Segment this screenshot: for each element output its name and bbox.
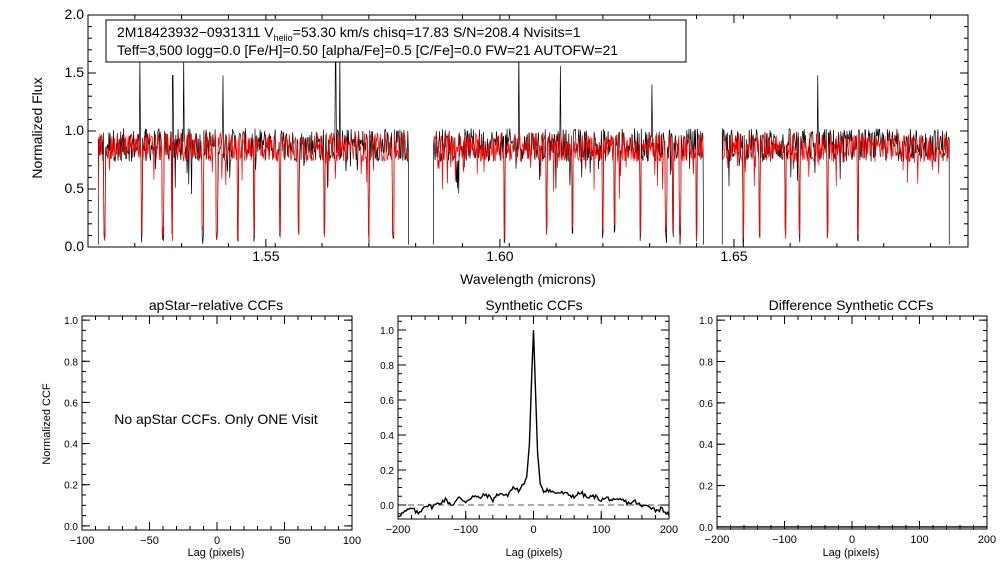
spectrum-panel: 1.55 1.60 1.65 0.0 0.5 1.0 1.5 2.0 Wavelength (… <box>29 6 969 287</box>
spectrum-ytick-label: 1.5 <box>65 64 85 80</box>
apstar-ytick-label: 0.2 <box>64 481 78 492</box>
synthetic-plot-area <box>397 329 670 518</box>
apstar-ccf-panel: apStar−relative CCFs −100 −50 0 50 100 0.0 0.2… <box>41 297 361 559</box>
synthetic-ytick-label: 0.6 <box>380 396 394 407</box>
info-line-1: 2M18423932−0931311 Vhelio=53.30 km/s chi… <box>117 24 581 43</box>
spectrum-ytick-label: 0.0 <box>65 238 85 254</box>
model-spectrum-line <box>721 132 950 240</box>
difference-ytick-label: 0.2 <box>699 482 713 493</box>
difference-x-axis-label: Lag (pixels) <box>823 547 880 559</box>
apstar-xtick-label: −100 <box>70 535 95 547</box>
info-fit-stats: =53.30 km/s chisq=17.83 S/N=208.4 Nvisit… <box>293 24 581 40</box>
difference-ytick-label: 0.6 <box>699 399 713 410</box>
apstar-no-data-message: No apStar CCFs. Only ONE Visit <box>114 411 318 427</box>
synthetic-axes: −200 −100 0 100 200 0.0 0.2 0.4 0.6 0.8 1.0 <box>380 316 678 536</box>
info-star-id: 2M18423932−0931311 <box>117 24 261 40</box>
synthetic-ytick-label: 0.4 <box>380 431 394 442</box>
apstar-ytick-label: 0.4 <box>64 440 78 451</box>
apstar-title: apStar−relative CCFs <box>149 297 283 313</box>
spectrum-plot-area <box>97 48 950 245</box>
apstar-xtick-label: 100 <box>343 535 361 547</box>
info-vhelio-subscript: helio <box>274 33 293 43</box>
spectrum-xtick-label: 1.55 <box>252 248 279 264</box>
difference-xtick-label: 200 <box>978 534 996 546</box>
spectrum-x-axis-label: Wavelength (microns) <box>460 271 596 287</box>
difference-xtick-label: −200 <box>705 534 730 546</box>
spectrum-ytick-label: 0.5 <box>65 180 85 196</box>
synthetic-ccf-panel: Synthetic CCFs −200 −100 0 100 200 0.0 0.2 0.4 0… <box>380 297 678 559</box>
apstar-ytick-label: 0.6 <box>64 398 78 409</box>
spectrum-xtick-label: 1.60 <box>486 248 513 264</box>
spectrum-xtick-label: 1.65 <box>720 248 747 264</box>
difference-xtick-label: 0 <box>849 534 855 546</box>
synthetic-xtick-label: 0 <box>530 524 536 536</box>
info-line-2: Teff=3,500 logg=0.0 [Fe/H]=0.50 [alpha/F… <box>117 42 618 58</box>
difference-title: Difference Synthetic CCFs <box>769 297 934 313</box>
difference-ytick-label: 0.4 <box>699 440 713 451</box>
synthetic-xtick-label: 200 <box>660 524 678 536</box>
synthetic-ytick-label: 1.0 <box>380 326 394 337</box>
spectrum-axes: 1.55 1.60 1.65 0.0 0.5 1.0 1.5 2.0 <box>65 6 968 264</box>
synthetic-ytick-label: 0.8 <box>380 361 394 372</box>
apstar-ytick-label: 0.8 <box>64 357 78 368</box>
spectrum-info-box: 2M18423932−0931311 Vhelio=53.30 km/s chi… <box>105 19 687 63</box>
spectrum-ytick-label: 1.0 <box>65 122 85 138</box>
apstar-x-axis-label: Lag (pixels) <box>188 547 245 559</box>
difference-ytick-label: 0.8 <box>699 357 713 368</box>
apstar-ytick-label: 1.0 <box>64 316 78 327</box>
difference-xtick-label: −100 <box>772 534 797 546</box>
difference-ytick-label: 0.0 <box>699 523 713 534</box>
synthetic-xtick-label: −200 <box>386 524 411 536</box>
difference-axes: −200 −100 0 100 200 0.0 0.2 0.4 0.6 0.8 1.0 <box>699 316 996 546</box>
synthetic-x-axis-label: Lag (pixels) <box>506 547 563 559</box>
apstar-xtick-label: 50 <box>278 535 290 547</box>
synthetic-ytick-label: 0.2 <box>380 466 394 477</box>
synthetic-xtick-label: −100 <box>453 524 478 536</box>
spectrum-y-axis-label: Normalized Flux <box>29 77 45 178</box>
difference-frame <box>716 315 988 530</box>
difference-xtick-label: 100 <box>910 534 928 546</box>
apstar-axes: −100 −50 0 50 100 0.0 0.2 0.4 0.6 0.8 1.0 <box>64 316 361 547</box>
apstar-xtick-label: 0 <box>214 535 220 547</box>
model-spectrum-line <box>433 132 704 241</box>
difference-ccf-panel: Difference Synthetic CCFs −200 −100 0 100 20… <box>699 297 996 559</box>
apstar-xtick-label: −50 <box>140 535 159 547</box>
info-vhelio-label: V <box>264 24 274 40</box>
apstar-y-axis-label: Normalized CCF <box>41 383 53 465</box>
synthetic-xtick-label: 100 <box>592 524 610 536</box>
info-box-frame <box>105 19 687 63</box>
apstar-ytick-label: 0.0 <box>64 522 78 533</box>
spectrum-ytick-label: 2.0 <box>65 6 85 22</box>
synthetic-ccf-line <box>397 329 670 518</box>
synthetic-ytick-label: 0.0 <box>380 501 394 512</box>
model-spectrum-line <box>97 132 409 242</box>
synthetic-title: Synthetic CCFs <box>485 297 582 313</box>
difference-ytick-label: 1.0 <box>699 316 713 327</box>
